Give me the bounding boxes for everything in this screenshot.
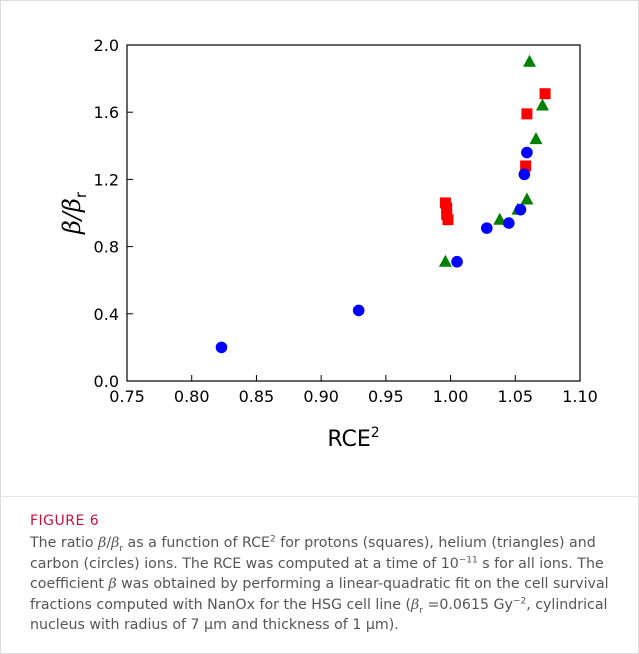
caption-text: as a function of RCE — [123, 535, 270, 551]
x-axis-label: RCE2 — [327, 425, 379, 452]
caption-symbol: β — [411, 596, 420, 613]
data-point-triangle — [493, 212, 507, 225]
data-point-triangle — [520, 192, 534, 205]
x-tick-label: 0.75 — [109, 387, 145, 406]
caption-text: was obtained by performing a linear-quad… — [30, 576, 609, 613]
data-point-circle — [503, 217, 515, 229]
chart-marks — [215, 54, 551, 354]
data-point-circle — [451, 255, 463, 268]
figure-caption: The ratio β/βr as a function of RCE2 for… — [30, 533, 610, 636]
x-tick-label: 0.80 — [174, 387, 210, 406]
caption-symbol: β — [108, 576, 117, 593]
plot-area-frame — [126, 44, 581, 382]
y-axis-label: β/βr — [58, 191, 90, 235]
caption-text: The ratio — [30, 535, 99, 551]
data-point-circle — [514, 203, 527, 216]
y-tick-label: 1.6 — [94, 103, 119, 122]
data-point-circle — [518, 168, 531, 181]
x-tick-label: 1.00 — [433, 387, 469, 406]
data-point-square — [520, 160, 532, 172]
x-tick-label: 1.05 — [497, 387, 533, 406]
x-tick-label: 0.85 — [239, 387, 275, 406]
caption-symbol: β — [98, 535, 107, 551]
chart-axes: 0.75 0.80 0.85 0.90 0.95 1.00 1.05 1.10 0.0 0.4 0.… — [58, 36, 598, 452]
y-tick-label: 1.2 — [94, 170, 119, 189]
y-tick-label: 2.0 — [94, 36, 119, 55]
caption-superscript: 2 — [270, 534, 276, 545]
caption-subscript: r — [419, 605, 423, 616]
x-axis-label-superscript: 2 — [371, 425, 380, 441]
data-point-square — [539, 88, 551, 100]
data-point-square — [442, 214, 454, 226]
data-point-circle — [521, 146, 533, 159]
data-point-triangle — [529, 132, 543, 145]
caption-subscript: r — [119, 543, 124, 554]
data-point-triangle — [535, 98, 549, 111]
data-point-triangle — [438, 254, 452, 267]
figure-label: FIGURE 6 — [30, 513, 100, 529]
data-point-circle — [481, 222, 493, 234]
data-point-circle — [352, 304, 365, 317]
caption-text: / — [106, 535, 112, 551]
caption-text: s for all ions. The coefficient — [30, 555, 604, 593]
scatter-chart: 0.75 0.80 0.85 0.90 0.95 1.00 1.05 1.10 0.0 0.4 0.… — [58, 36, 598, 452]
x-tick-label: 1.10 — [562, 387, 598, 406]
caption-symbol: β — [111, 535, 120, 551]
caption-text: , cylindrical nucleus with radius of 7 µ… — [30, 596, 608, 634]
x-tick-label: 0.90 — [303, 387, 339, 406]
data-point-square — [521, 108, 533, 120]
y-axis-label-subscript: r — [72, 191, 90, 198]
caption-text: for protons (squares), helium (triangles… — [30, 535, 596, 572]
data-point-circle — [215, 341, 228, 354]
caption-superscript: −11 — [458, 554, 478, 565]
y-tick-label: 0.4 — [94, 305, 119, 324]
y-tick-label: 0.0 — [94, 372, 119, 391]
data-point-triangle — [523, 54, 537, 67]
x-tick-label: 0.95 — [368, 387, 404, 406]
divider — [0, 496, 639, 497]
caption-superscript: −2 — [512, 596, 527, 607]
caption-text: =0.0615 Gy — [422, 596, 513, 613]
y-tick-label: 0.8 — [94, 238, 119, 257]
data-point-square — [441, 202, 453, 214]
